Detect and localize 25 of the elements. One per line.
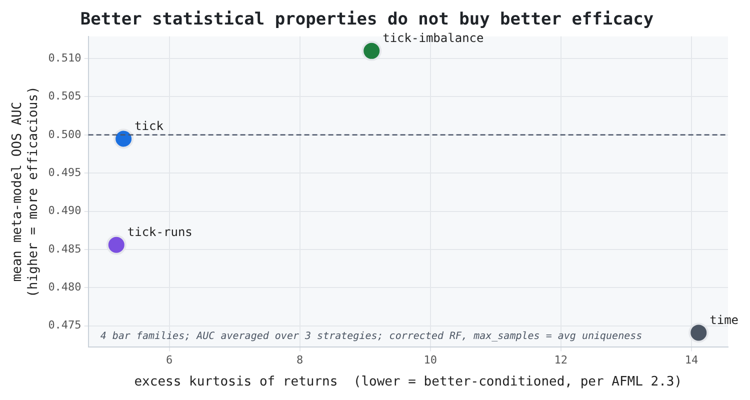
x-tick-label: 14 — [684, 354, 698, 367]
x-axis-title: excess kurtosis of returns (lower = better-conditioned, per AFML 2.3) — [134, 374, 682, 390]
y-tick-label: 0.495 — [48, 166, 82, 179]
y-axis-title: mean meta-model OOS AUC (higher = more efficacious) — [10, 86, 41, 298]
x-tick-label: 12 — [554, 354, 568, 367]
point — [114, 128, 134, 149]
y-tick-label: 0.475 — [48, 318, 82, 332]
series-label: tick — [134, 118, 164, 133]
series-label: tick-imbalance — [382, 31, 484, 46]
y-tick-label: 0.480 — [48, 280, 82, 294]
series-label: time — [710, 312, 739, 327]
y-tick-label: 0.505 — [48, 90, 82, 103]
x-tick-label: 10 — [424, 354, 437, 367]
y-tick-label: 0.485 — [48, 242, 82, 256]
x-tick-label: 6 — [166, 354, 173, 367]
point — [362, 40, 382, 61]
y-tick-label: 0.490 — [48, 204, 82, 218]
chart-title: Better statistical properties do not buy better efficacy — [80, 10, 654, 30]
point — [106, 234, 126, 255]
x-tick-label: 8 — [296, 354, 304, 367]
series-label: tick-runs — [127, 225, 192, 239]
point — [688, 322, 709, 343]
y-tick-label: 0.510 — [48, 51, 82, 64]
annotation: 4 bar families; AUC averaged over 3 strategies; corrected RF, max_samples = avg uniqueness — [100, 330, 642, 342]
y-tick-label: 0.500 — [48, 128, 82, 141]
